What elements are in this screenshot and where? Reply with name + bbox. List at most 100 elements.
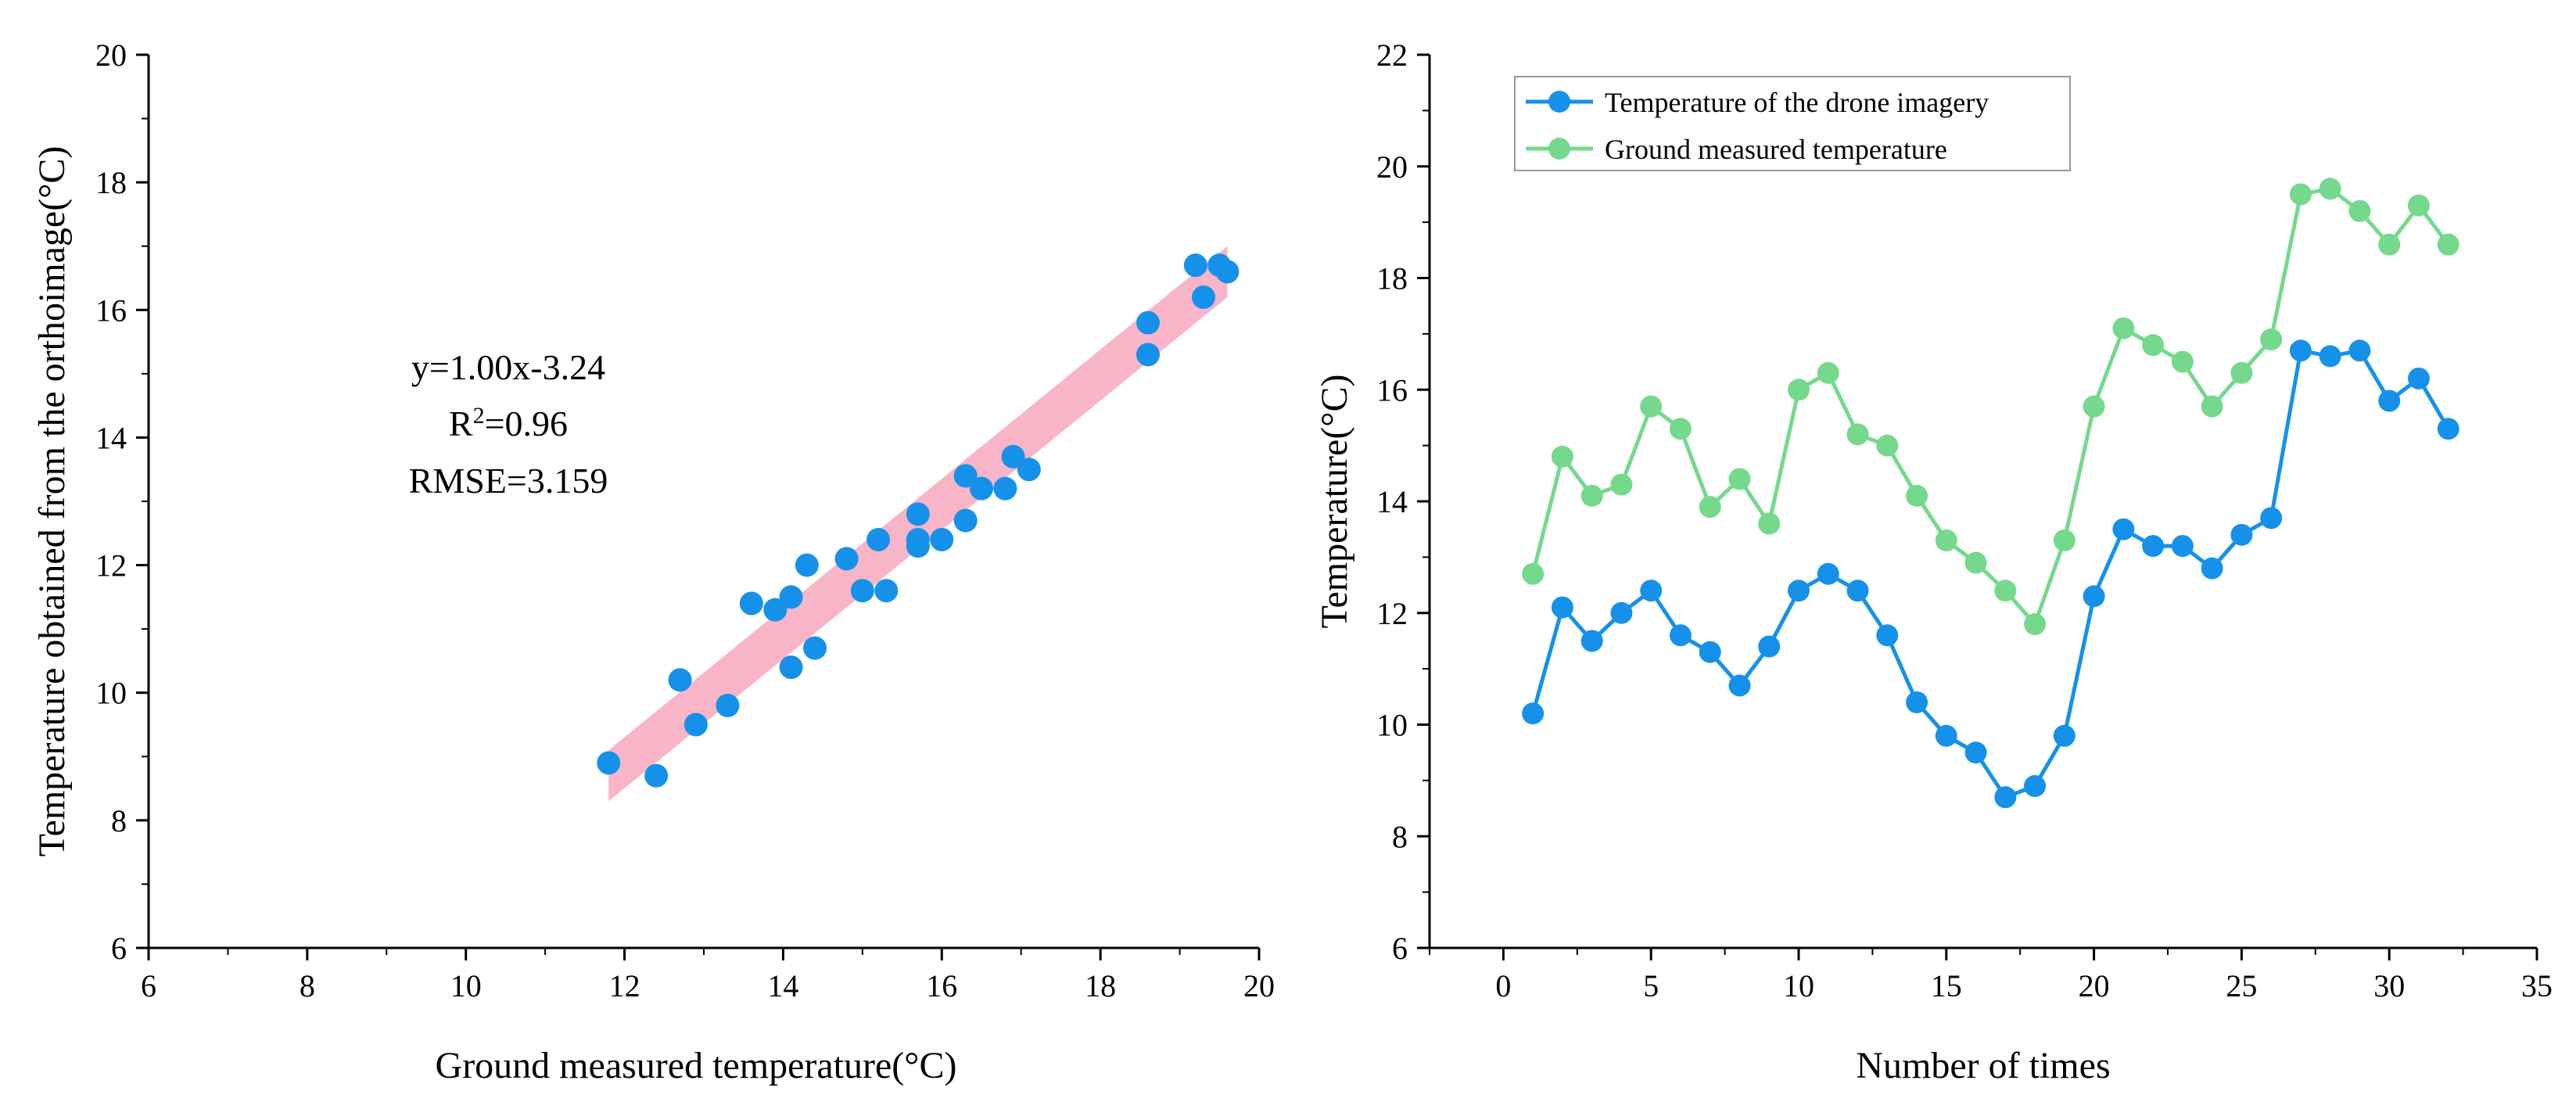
drone-data-point	[1669, 624, 1692, 647]
x-tick-label: 10	[1783, 968, 1814, 1003]
drone-data-point	[2053, 724, 2076, 747]
drone-data-point	[1551, 596, 1573, 619]
legend-drone-label: Temperature of the drone imagery	[1605, 87, 1989, 118]
x-tick-label: 30	[2373, 968, 2405, 1003]
drone-data-point	[2319, 345, 2341, 368]
scatter-point	[739, 591, 763, 616]
x-axis-title: Number of times	[1856, 1045, 2110, 1086]
scatter-point	[763, 598, 788, 622]
ground-data-point	[2024, 613, 2047, 636]
drone-data-point	[2437, 418, 2459, 440]
scatter-point	[930, 527, 954, 551]
legend-ground-marker	[1548, 138, 1570, 160]
y-axis-title: Temperature obtained from the orthoimage…	[31, 146, 73, 857]
drone-data-point	[1846, 580, 1869, 602]
drone-data-point	[1876, 624, 1899, 647]
r-squared-superscript: 2	[473, 403, 485, 429]
drone-data-point	[2083, 585, 2105, 608]
scatter-point	[716, 694, 740, 718]
legend-ground-label: Ground measured temperature	[1605, 134, 1947, 165]
drone-data-point	[1994, 786, 2017, 809]
scatter-point	[953, 508, 978, 533]
x-tick-label: 25	[2226, 968, 2257, 1003]
y-tick-label: 20	[1376, 149, 1408, 185]
ground-data-point	[1994, 580, 2017, 602]
drone-data-point	[2142, 535, 2165, 558]
scatter-point	[668, 668, 692, 692]
ground-data-point	[2171, 350, 2194, 373]
scatter-point	[683, 713, 708, 737]
ground-data-point	[2112, 317, 2135, 339]
y-tick-label: 10	[95, 676, 127, 711]
x-tick-label: 20	[2079, 968, 2110, 1003]
drone-data-point	[2024, 775, 2047, 798]
scatter-point	[795, 553, 819, 577]
ground-data-point	[1906, 484, 1928, 507]
scatter-point	[1183, 253, 1207, 278]
scatter-point	[874, 579, 899, 603]
scatter-point	[1136, 343, 1160, 367]
y-tick-label: 12	[1376, 596, 1408, 631]
x-tick-label: 20	[1243, 968, 1275, 1003]
drone-data-point	[1522, 702, 1545, 725]
ground-data-point	[1640, 395, 1663, 418]
y-tick-label: 16	[95, 293, 127, 328]
scatter-point	[970, 476, 993, 501]
y-tick-label: 12	[95, 548, 127, 583]
scatter-point	[834, 547, 859, 571]
scatter-point	[1215, 260, 1240, 284]
x-tick-label: 8	[300, 968, 315, 1003]
scatter-point	[906, 527, 930, 551]
scatter-point	[993, 476, 1017, 501]
ground-data-point	[2348, 199, 2371, 222]
x-tick-label: 15	[1931, 968, 1962, 1003]
ground-data-point	[2319, 178, 2341, 200]
drone-data-point	[2378, 389, 2401, 412]
x-tick-label: 6	[141, 968, 156, 1003]
ground-data-point	[2053, 529, 2076, 551]
drone-data-point	[1580, 630, 1603, 652]
ground-data-point	[1817, 361, 1839, 384]
scatter-point	[1136, 310, 1160, 335]
drone-data-point	[2201, 557, 2223, 580]
scatter-point	[1192, 285, 1215, 309]
scatter-point	[1001, 444, 1025, 468]
y-tick-label: 18	[95, 165, 127, 200]
drone-data-point	[1640, 580, 1663, 602]
y-tick-label: 10	[1376, 708, 1408, 743]
scatter-point	[1017, 458, 1041, 482]
drone-data-point	[2348, 339, 2371, 362]
r-squared-label: R2=0.96	[449, 403, 568, 444]
legend-box	[1514, 76, 2071, 171]
scatter-point	[803, 636, 827, 660]
scatter-point	[644, 763, 669, 788]
drone-data-point	[2112, 518, 2135, 540]
y-tick-label: 14	[95, 420, 127, 455]
drone-data-point	[1817, 562, 1839, 585]
y-tick-label: 14	[1376, 484, 1408, 519]
drone-data-point	[1758, 635, 1781, 658]
ground-data-point	[2407, 194, 2430, 217]
x-tick-label: 12	[609, 968, 640, 1003]
y-tick-label: 8	[111, 803, 127, 838]
drone-data-point	[2171, 535, 2194, 558]
x-tick-label: 16	[926, 968, 957, 1003]
ground-data-point	[2437, 233, 2459, 256]
ground-data-point	[2201, 395, 2223, 418]
ground-data-point	[1610, 473, 1633, 496]
drone-data-point	[1935, 724, 1957, 747]
scatter-point	[597, 751, 621, 775]
ground-series-line	[1530, 186, 2450, 626]
scatter-point	[906, 502, 930, 526]
rmse-label: RMSE=3.159	[409, 461, 608, 501]
scatter-point	[850, 579, 874, 603]
y-tick-label: 6	[1392, 931, 1408, 966]
drone-data-point	[1699, 641, 1721, 663]
scatter-point	[779, 655, 803, 680]
y-tick-label: 22	[1376, 38, 1408, 73]
legend-drone-marker	[1548, 91, 1570, 113]
y-tick-label: 16	[1376, 372, 1408, 407]
ground-data-point	[1728, 468, 1751, 490]
ground-data-point	[1876, 434, 1899, 457]
y-tick-label: 18	[1376, 261, 1408, 296]
